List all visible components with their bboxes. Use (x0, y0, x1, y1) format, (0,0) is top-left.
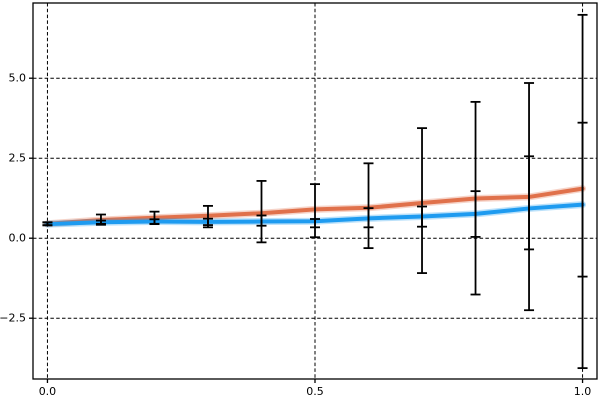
x-tick-label: 0.0 (39, 385, 57, 398)
x-tick-label: 0.5 (306, 385, 324, 398)
x-tick-label: 1.0 (574, 385, 592, 398)
y-tick-label: 5.0 (9, 72, 27, 85)
y-tick-label: 0.0 (9, 232, 27, 245)
y-tick-label: −2.5 (0, 312, 26, 325)
y-tick-label: 2.5 (9, 152, 27, 165)
